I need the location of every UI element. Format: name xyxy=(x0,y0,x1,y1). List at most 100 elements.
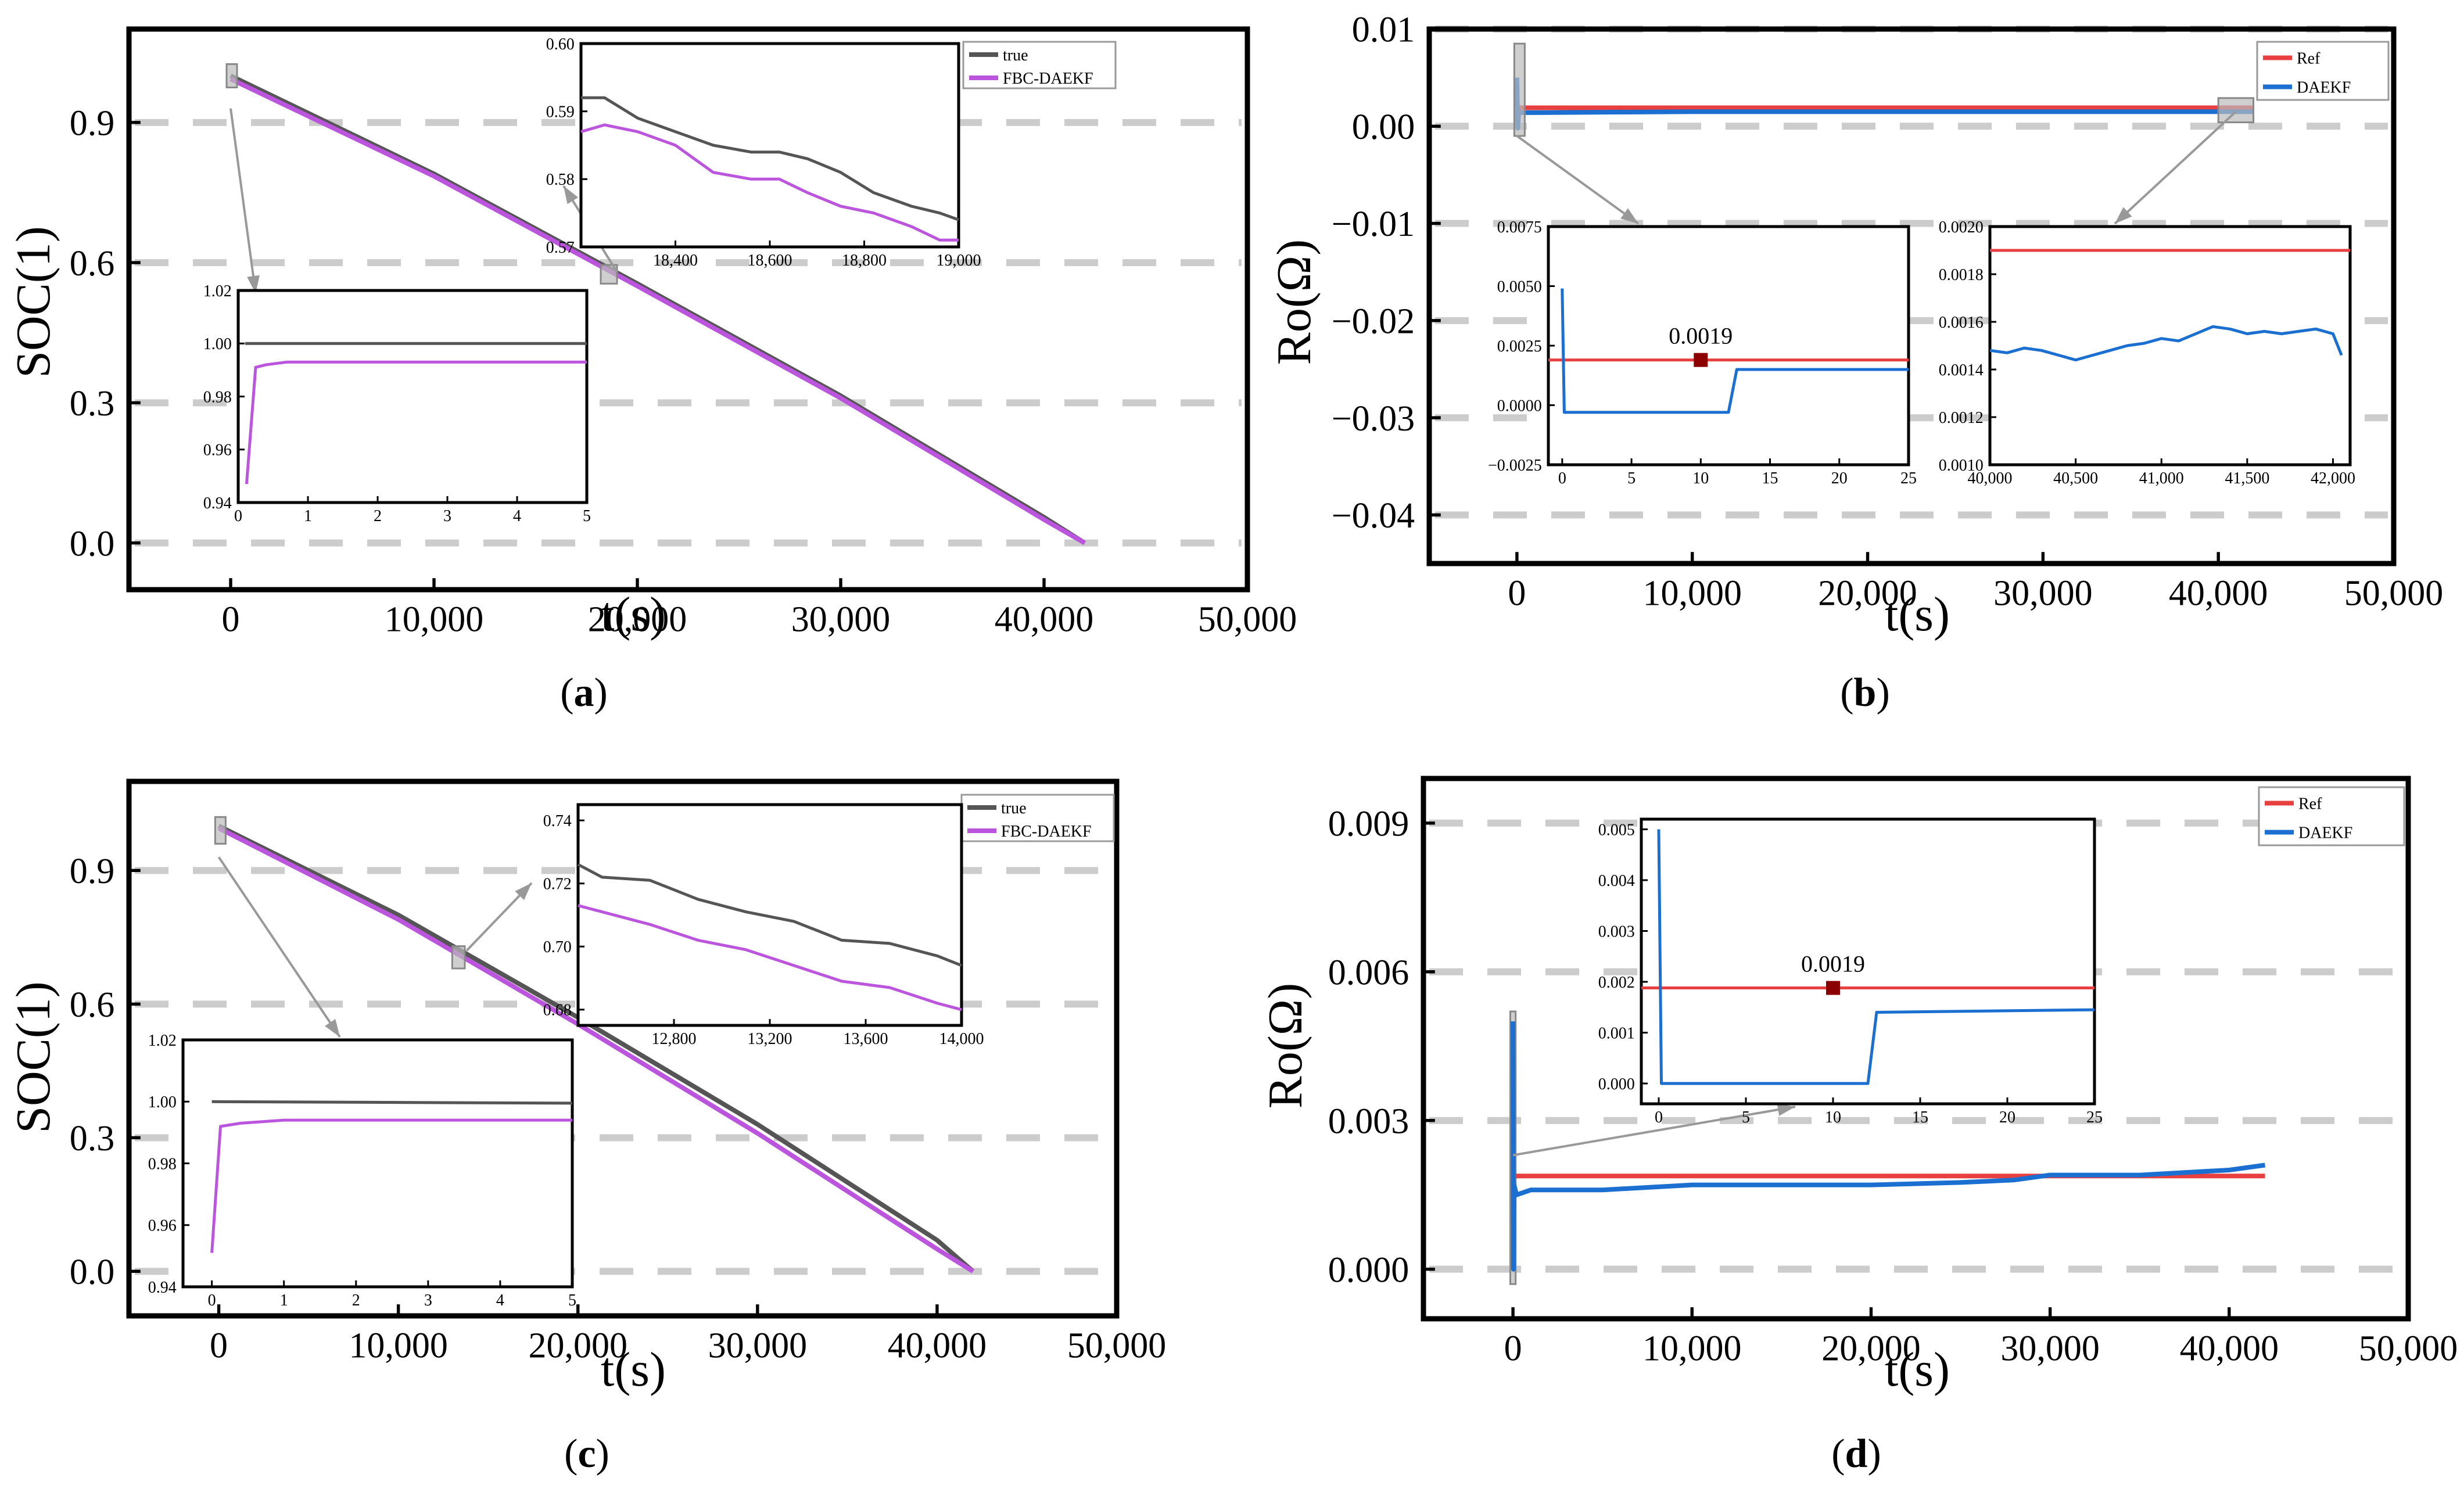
b-xtick-label-4: 40,000 xyxy=(2169,573,2268,613)
a-inset-0-xtick-label-4: 4 xyxy=(513,507,521,525)
c-inset-0-series-FBC-DAEKF xyxy=(210,1118,572,1253)
c-ytick-label-0: 0.0 xyxy=(70,1253,115,1292)
d-ytick-label-0: 0.000 xyxy=(1328,1250,1409,1290)
d-xtick-label-1: 10,000 xyxy=(1642,1329,1742,1368)
c-zoom-arrowhead-1 xyxy=(515,883,532,900)
a-xtick-label-4: 40,000 xyxy=(995,600,1094,639)
a-inset-1-xtick-label-2: 18,800 xyxy=(842,252,887,270)
c-xtick-label-3: 30,000 xyxy=(708,1326,808,1365)
d-inset-0-marker xyxy=(1826,981,1840,995)
a-ytick-label-2: 0.6 xyxy=(70,244,115,284)
c-zoom-highlight-1 xyxy=(451,945,466,970)
a-ytick-label-0: 0.0 xyxy=(70,524,115,564)
d-inset-0-ytick-label-3: 0.003 xyxy=(1598,923,1635,941)
b-inset-0-xtick-label-0: 0 xyxy=(1558,469,1566,487)
c-inset-0-series-true xyxy=(211,1100,573,1105)
b-legend-label-1: DAEKF xyxy=(2297,79,2351,97)
c-legend-box xyxy=(960,794,1115,842)
c-inset-0-xtick-label-5: 5 xyxy=(568,1291,576,1309)
d-series-DAEKF xyxy=(1511,1021,2266,1272)
a-inset-0-ytick-label-1: 0.96 xyxy=(203,442,232,460)
b-inset-0-ytick-label-4: 0.0075 xyxy=(1497,218,1542,236)
c-inset-0-ytick-label-2: 0.98 xyxy=(148,1155,177,1173)
d-legend-label-0: Ref xyxy=(2298,795,2322,813)
c-inset-0-xtick-label-1: 1 xyxy=(280,1291,288,1309)
b-inset-0-marker xyxy=(1694,353,1708,367)
a-legend-label-1: FBC-DAEKF xyxy=(1003,70,1093,88)
b-inset-0-xtick-label-1: 5 xyxy=(1627,469,1636,487)
a-legend-label-0: true xyxy=(1003,46,1028,64)
b-inset-1-xtick-label-1: 40,500 xyxy=(2053,469,2098,487)
a-inset-1-ytick-label-0: 0.57 xyxy=(546,239,575,257)
c-inset-0-ytick-label-4: 1.02 xyxy=(148,1032,177,1050)
d-inset-0-axes-frame xyxy=(1640,817,2096,1106)
b-inset-1-ytick-label-2: 0.0014 xyxy=(1939,361,1984,379)
d-inset-0-xtick-label-3: 15 xyxy=(1912,1108,1928,1126)
a-inset-0-series-FBC-DAEKF xyxy=(245,360,587,485)
b-zoom-highlight-0 xyxy=(1513,42,1526,137)
b-zoom-highlight-1 xyxy=(2217,97,2255,124)
c-series-true xyxy=(217,824,975,1273)
a-inset-1-xtick-label-0: 18,400 xyxy=(653,252,698,270)
b-xtick-label-1: 10,000 xyxy=(1642,573,1742,613)
b-xtick-label-5: 50,000 xyxy=(2344,573,2444,613)
a-inset-1-xtick-label-3: 19,000 xyxy=(937,252,981,270)
d-legend-box xyxy=(2258,786,2405,846)
a-ytick-label-1: 0.3 xyxy=(70,384,115,424)
b-ytick-label-5: −0.04 xyxy=(1332,496,1415,536)
c-ytick-label-2: 0.6 xyxy=(70,985,115,1025)
b-legend-label-0: Ref xyxy=(2297,50,2320,68)
a-zoom-arrowhead-0 xyxy=(247,275,260,293)
a-inset-1-ytick-label-1: 0.58 xyxy=(546,171,575,189)
d-inset-0-ytick-label-4: 0.004 xyxy=(1598,872,1635,890)
c-xtick-label-4: 40,000 xyxy=(888,1326,987,1365)
c-axes-frame xyxy=(126,778,1120,1319)
c-inset-1-xtick-label-0: 12,800 xyxy=(652,1030,697,1048)
b-inset-1-xtick-label-0: 40,000 xyxy=(1968,469,2013,487)
d-panel-label-letter: d xyxy=(1845,1431,1868,1476)
b-inset-0-xtick-label-4: 20 xyxy=(1831,469,1848,487)
d-inset-0-bg xyxy=(1641,819,2094,1104)
a-inset-0-xtick-label-1: 1 xyxy=(304,507,312,525)
d-xtick-label-0: 0 xyxy=(1504,1329,1522,1368)
a-panel-label-open: ( xyxy=(560,670,573,715)
b-zoom-arrow-0 xyxy=(1516,135,1640,225)
b-zoom-arrow-1 xyxy=(2114,110,2237,225)
c-inset-0-ytick-label-1: 0.96 xyxy=(148,1217,177,1235)
c-inset-1-series-true xyxy=(577,863,962,967)
a-axes-frame xyxy=(126,26,1250,593)
a-xtick-label-1: 10,000 xyxy=(385,600,484,639)
c-inset-1-series-FBC-DAEKF xyxy=(578,904,962,1011)
d-inset-0-ytick-label-2: 0.002 xyxy=(1598,974,1635,992)
d-inset-0-xtick-label-0: 0 xyxy=(1655,1108,1663,1126)
a-zoom-highlight-0 xyxy=(225,63,238,89)
c-xtick-label-0: 0 xyxy=(210,1326,228,1365)
b-inset-0-ytick-label-3: 0.0050 xyxy=(1497,278,1542,296)
c-inset-0-xtick-label-4: 4 xyxy=(496,1291,504,1309)
b-inset-1-bg xyxy=(1990,227,2350,465)
a-inset-0-xtick-label-5: 5 xyxy=(583,507,591,525)
a-inset-0-xtick-label-0: 0 xyxy=(234,507,242,525)
b-inset-0-ytick-label-0: −0.0025 xyxy=(1488,457,1542,475)
b-inset-0-xtick-label-2: 10 xyxy=(1692,469,1709,487)
c-ytick-label-1: 0.3 xyxy=(70,1119,115,1158)
a-legend-box xyxy=(962,41,1117,89)
a-inset-0-bg xyxy=(238,290,587,503)
b-zoom-arrowhead-1 xyxy=(2115,207,2132,224)
b-legend-box xyxy=(2256,41,2390,101)
d-ylabel: Ro(Ω) xyxy=(1258,983,1312,1108)
c-inset-1-xtick-label-2: 13,600 xyxy=(844,1030,888,1048)
b-ytick-label-3: −0.02 xyxy=(1332,302,1415,342)
c-xtick-label-2: 20,000 xyxy=(528,1326,627,1365)
a-inset-0-xtick-label-3: 3 xyxy=(443,507,451,525)
d-inset-0-ytick-label-1: 0.001 xyxy=(1598,1024,1635,1042)
d-inset-0-ytick-label-0: 0.000 xyxy=(1598,1075,1635,1093)
a-panel-label-letter: a xyxy=(574,670,594,715)
b-inset-1-axes-frame xyxy=(1988,225,2352,467)
panel-c: 0 10,000 20,000 30,000 40,000 50,000 0.0 0.3 0.6… xyxy=(6,778,1166,1476)
a-xtick-label-3: 30,000 xyxy=(791,600,891,639)
a-xtick-label-0: 0 xyxy=(222,600,240,639)
b-inset-1-xtick-label-4: 42,000 xyxy=(2311,469,2355,487)
a-series-FBC-DAEKF xyxy=(229,77,1086,546)
